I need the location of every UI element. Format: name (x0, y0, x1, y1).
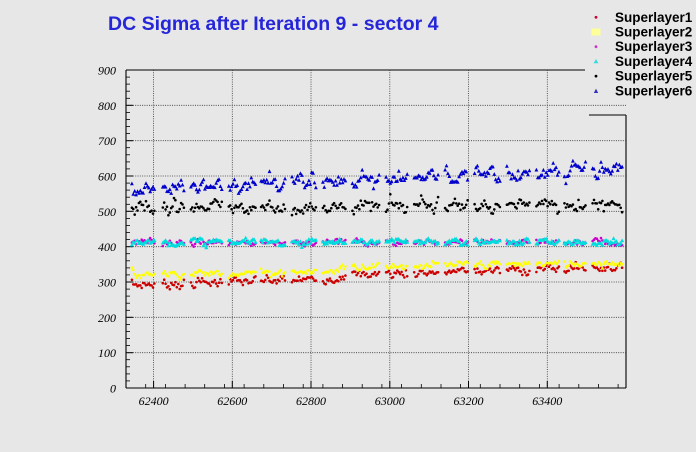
svg-text:Superlayer5: Superlayer5 (615, 69, 693, 84)
svg-text:600: 600 (98, 170, 116, 184)
svg-text:62400: 62400 (139, 394, 169, 408)
svg-text:62800: 62800 (296, 394, 326, 408)
svg-text:Superlayer1: Superlayer1 (615, 10, 693, 25)
svg-text:Superlayer4: Superlayer4 (615, 54, 693, 69)
svg-text:500: 500 (98, 205, 116, 219)
svg-text:63400: 63400 (532, 394, 562, 408)
svg-text:63200: 63200 (454, 394, 484, 408)
svg-text:100: 100 (98, 346, 116, 360)
svg-text:300: 300 (97, 276, 116, 290)
svg-text:Superlayer3: Superlayer3 (615, 39, 693, 54)
svg-text:900: 900 (98, 64, 116, 78)
svg-text:200: 200 (98, 311, 116, 325)
svg-text:62600: 62600 (217, 394, 247, 408)
svg-text:Superlayer6: Superlayer6 (615, 83, 693, 98)
svg-text:700: 700 (98, 134, 116, 148)
svg-text:0: 0 (110, 382, 116, 396)
svg-text:400: 400 (98, 240, 116, 254)
svg-text:63000: 63000 (375, 394, 405, 408)
svg-text:800: 800 (98, 99, 116, 113)
svg-text:Superlayer2: Superlayer2 (615, 25, 692, 40)
